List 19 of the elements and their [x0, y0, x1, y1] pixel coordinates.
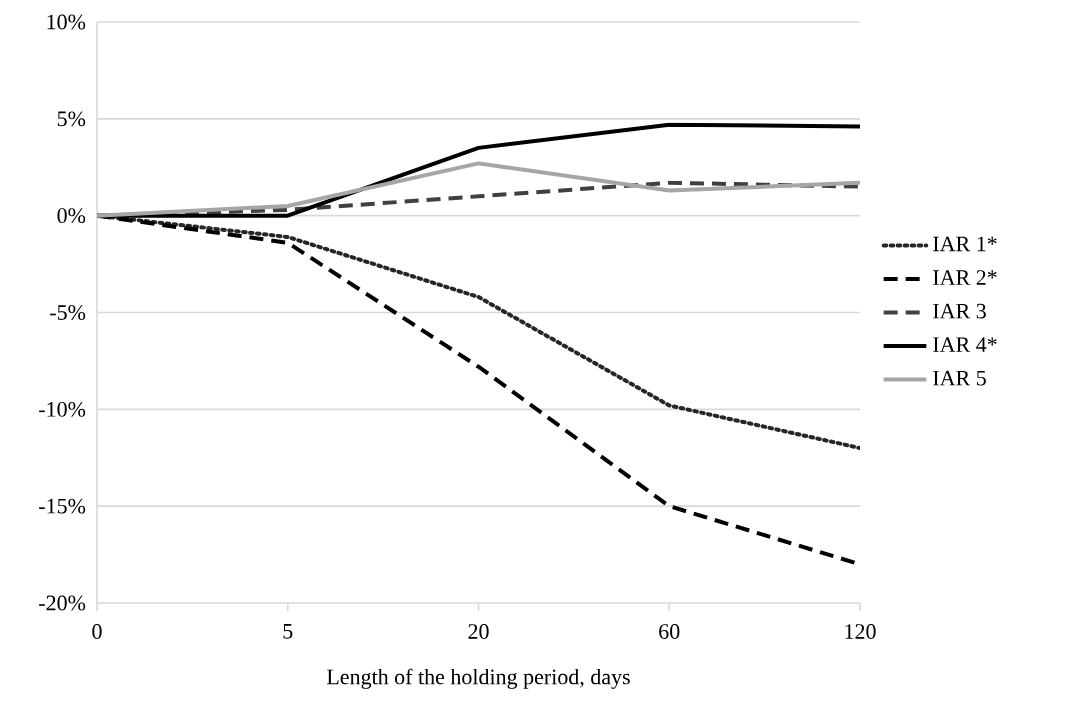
x-tick-label: 60: [659, 624, 680, 639]
legend-label: IAR 3: [933, 303, 986, 319]
y-tick-label: 10%: [47, 14, 86, 30]
legend-label: IAR 1*: [933, 236, 997, 252]
x-tick-label: 20: [468, 624, 489, 639]
x-tick-label: 5: [283, 624, 293, 639]
x-tick-label: 0: [92, 624, 102, 639]
y-tick-label: 5%: [57, 111, 86, 127]
legend-label: IAR 5: [933, 370, 986, 386]
legend-label: IAR 4*: [933, 337, 997, 352]
y-tick-label: 0%: [57, 208, 86, 224]
y-tick-label: -20%: [39, 595, 86, 611]
y-tick-label: -15%: [39, 498, 86, 514]
x-axis-title: Length of the holding period, days: [326, 668, 630, 689]
line-series: [97, 161, 860, 218]
x-tick-label: 120: [845, 624, 876, 639]
y-tick-label: -10%: [39, 401, 86, 417]
legend-label: IAR 2*: [933, 270, 997, 285]
y-tick-label: -5%: [50, 305, 86, 320]
